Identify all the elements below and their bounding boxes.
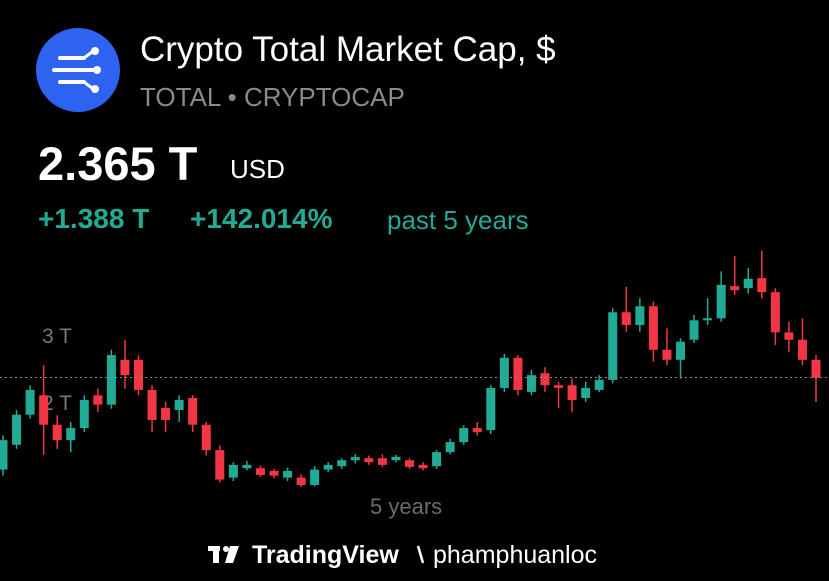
candle-body — [432, 452, 442, 467]
candle-body — [730, 286, 740, 291]
author: phamphuanloc — [433, 541, 598, 569]
candle-body — [594, 379, 604, 390]
candle-body — [743, 278, 753, 289]
candle-body — [0, 440, 8, 470]
candle-body — [608, 312, 618, 380]
candle-body — [418, 464, 428, 469]
candle-body — [228, 464, 238, 478]
change-percent: +142.014% — [190, 203, 333, 234]
candle-body — [215, 450, 225, 480]
change: +1.388 T — [38, 203, 150, 234]
last-price: 2.365 T — [38, 137, 198, 190]
candle-body — [79, 399, 89, 429]
candle-body — [811, 359, 821, 378]
candle-body — [648, 306, 658, 350]
candle-body — [581, 387, 591, 398]
branding: TradingView — [252, 541, 399, 569]
candle-body — [12, 414, 22, 445]
candle-body — [269, 470, 279, 476]
range-label: 5 years — [370, 494, 443, 519]
tv-logo — [208, 546, 239, 563]
candle-body — [770, 292, 780, 333]
candle-body — [337, 460, 347, 467]
candle-body — [25, 389, 35, 415]
currency: USD — [230, 154, 285, 184]
candle-body — [377, 458, 387, 465]
candle-body — [120, 359, 130, 376]
candle-body — [201, 424, 211, 451]
title: Crypto Total Market Cap, $ — [140, 30, 556, 69]
candle-body — [364, 458, 374, 463]
candle-body — [676, 341, 685, 360]
candle-body — [283, 470, 293, 478]
candle-body — [134, 359, 143, 390]
candle-body — [174, 399, 184, 411]
y-tick-label: 3 T — [42, 325, 72, 348]
candle-body — [161, 407, 171, 421]
candle-body — [459, 428, 469, 443]
candle-body — [242, 464, 252, 469]
candle-body — [716, 284, 726, 319]
candle-body — [635, 306, 645, 325]
candle-body — [391, 456, 401, 461]
candle-body — [567, 385, 577, 400]
candle-body — [662, 349, 672, 360]
candle-body — [554, 385, 564, 388]
candle-body — [499, 357, 509, 388]
candle-body — [52, 424, 62, 441]
candle-body — [797, 339, 807, 360]
candle-body — [93, 395, 103, 405]
candle-body — [66, 428, 76, 441]
candle-body — [540, 373, 550, 386]
logo — [36, 28, 120, 112]
candle-body — [188, 397, 198, 425]
candle-body — [106, 355, 116, 405]
plot-area: 2 T 3 T — [0, 250, 829, 487]
candle-body — [784, 332, 794, 340]
candle-body — [757, 278, 767, 293]
candle-body — [621, 312, 631, 325]
candle-body — [323, 464, 333, 470]
candle-body — [310, 469, 320, 485]
candle-body — [350, 456, 360, 461]
candle-body — [703, 318, 713, 321]
period: past 5 years — [387, 205, 529, 235]
y-tick-label: 2 T — [42, 392, 72, 415]
candle-body — [472, 428, 482, 433]
candle-body — [255, 468, 265, 475]
candle-body — [445, 442, 455, 453]
candle-body — [513, 357, 523, 390]
candle-body — [689, 320, 699, 340]
candle-body — [296, 477, 306, 485]
candle-body — [526, 375, 536, 392]
candle-body — [486, 387, 496, 431]
separator — [416, 545, 425, 564]
candle-body — [39, 395, 49, 425]
candle-body — [405, 460, 414, 467]
subtitle: TOTAL • CRYPTOCAP — [140, 82, 405, 112]
candle-body — [147, 389, 157, 421]
